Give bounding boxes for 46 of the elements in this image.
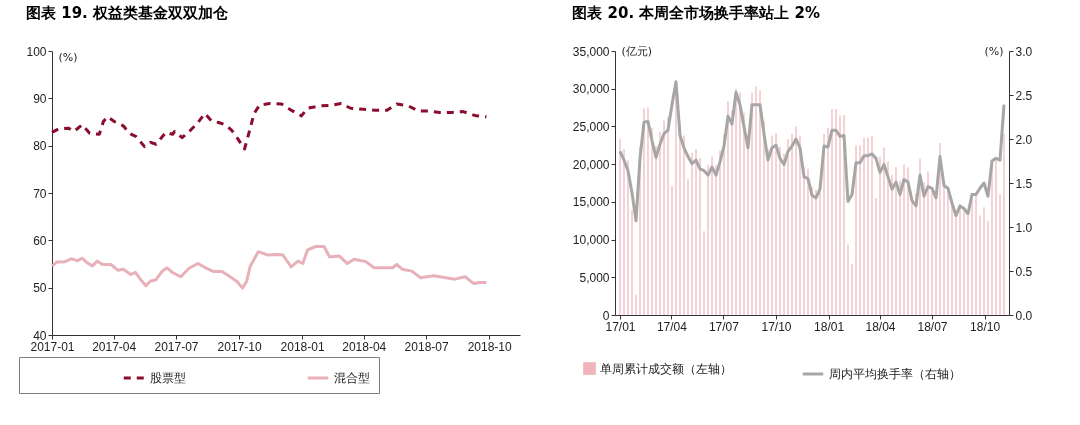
y2-tick-label: 2.5 bbox=[1015, 88, 1033, 103]
x-tick-label: 2017-07 bbox=[154, 339, 199, 354]
legend-label: 周内平均换手率（右轴） bbox=[829, 367, 961, 381]
x-tick-label: 2018-04 bbox=[342, 339, 387, 354]
y2-tick-label: 3.0 bbox=[1015, 44, 1033, 59]
chart-title: 图表 20. 本周全市场换手率站上 2% bbox=[572, 4, 821, 22]
legend-label: 单周累计成交额（左轴） bbox=[600, 361, 732, 376]
y-tick-label: 10,000 bbox=[572, 233, 610, 248]
y2-tick-label: 0.0 bbox=[1015, 308, 1033, 323]
y-tick-label: 25,000 bbox=[572, 119, 610, 134]
x-tick-label: 2017-10 bbox=[217, 339, 262, 354]
y-tick-label: 80 bbox=[33, 139, 47, 154]
x-tick-label: 17/07 bbox=[708, 319, 740, 334]
x-tick-label: 2018-10 bbox=[467, 339, 513, 354]
line-series bbox=[618, 80, 1006, 223]
y-tick-label: 60 bbox=[33, 233, 47, 248]
y-tick-label: 30,000 bbox=[572, 82, 610, 97]
legend-label: 混合型 bbox=[334, 371, 370, 385]
x-tick-label: 18/10 bbox=[970, 319, 1001, 334]
y-tick-label: 20,000 bbox=[572, 157, 610, 172]
x-tick-label: 2018-07 bbox=[404, 339, 449, 354]
y-tick-label: 100 bbox=[26, 44, 47, 59]
line-series bbox=[50, 244, 488, 290]
chart-title: 图表 19. 权益类基金双双加仓 bbox=[25, 4, 229, 22]
y-axis-title: (%) bbox=[58, 50, 78, 64]
x-tick-label: 18/01 bbox=[814, 319, 845, 334]
x-tick-label: 17/10 bbox=[761, 319, 792, 334]
x-tick-label: 18/04 bbox=[865, 319, 896, 334]
y-axis-title: (亿元) bbox=[621, 44, 653, 58]
y2-tick-label: 1.5 bbox=[1015, 176, 1033, 191]
y-tick-label: 70 bbox=[33, 186, 47, 201]
y-tick-label: 50 bbox=[33, 281, 47, 296]
y2-tick-label: 0.5 bbox=[1015, 264, 1033, 279]
y-tick-label: 5,000 bbox=[579, 270, 610, 285]
legend-label: 股票型 bbox=[150, 371, 186, 385]
x-tick-label: 2018-01 bbox=[280, 339, 325, 354]
x-tick-label: 17/04 bbox=[656, 319, 688, 334]
y-tick-label: 15,000 bbox=[572, 195, 610, 210]
y-tick-label: 90 bbox=[33, 91, 47, 106]
y2-axis-title: (%) bbox=[984, 44, 1004, 58]
y2-tick-label: 1.0 bbox=[1015, 220, 1033, 235]
line-series bbox=[50, 102, 488, 151]
y2-tick-label: 2.0 bbox=[1015, 132, 1033, 147]
x-tick-label: 18/07 bbox=[917, 319, 948, 334]
x-tick-label: 2017-04 bbox=[92, 339, 137, 354]
y-tick-label: 35,000 bbox=[572, 44, 610, 59]
